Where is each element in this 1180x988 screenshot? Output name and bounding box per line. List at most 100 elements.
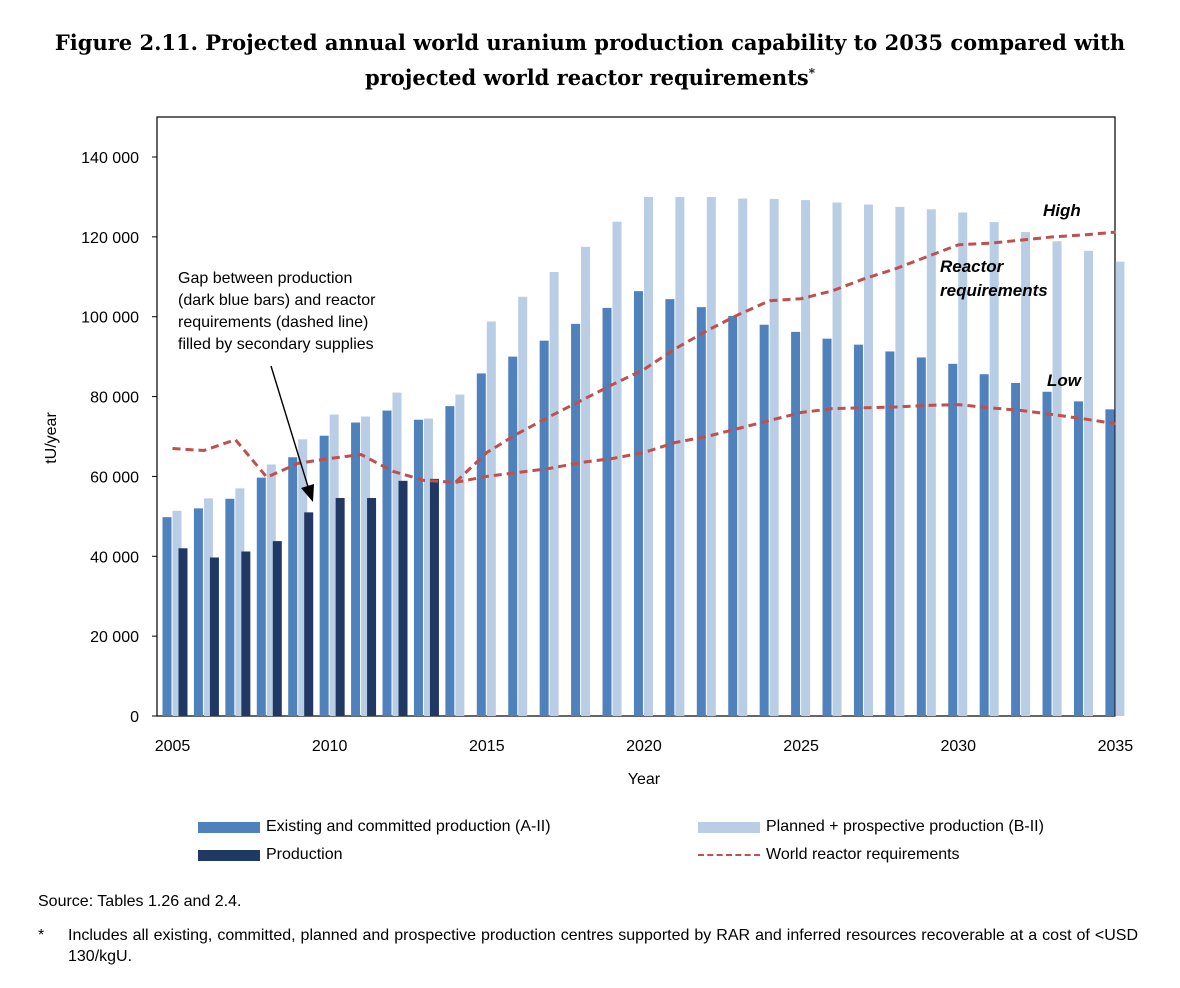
legend-planned-swatch xyxy=(698,821,760,833)
bar-planned xyxy=(298,439,308,716)
bar-existing xyxy=(728,315,738,716)
bar-planned xyxy=(863,204,873,716)
footnote-text: Includes all existing, committed, planne… xyxy=(68,927,1138,965)
y-tick-label: 40 000 xyxy=(90,549,139,566)
bar-planned xyxy=(769,198,779,717)
x-tick-label: 2010 xyxy=(312,738,348,755)
bar-planned xyxy=(392,392,402,716)
bar-existing xyxy=(948,363,958,716)
legend-requirements: World reactor requirements xyxy=(698,846,960,864)
chart-title-line2: projected world reactor requirements xyxy=(364,65,809,90)
chart-title: Figure 2.11. Projected annual world uran… xyxy=(0,28,1180,93)
footnote-mark: * xyxy=(38,927,45,944)
bar-existing xyxy=(539,340,549,716)
reactor-requirements-annotation: Reactor xyxy=(940,257,1005,276)
bar-existing xyxy=(1105,409,1115,716)
bar-planned xyxy=(832,202,842,717)
bar-planned xyxy=(1083,250,1093,716)
legend-production-label: Production xyxy=(266,846,343,863)
reactor-requirements-annotation: requirements xyxy=(940,281,1048,300)
bar-existing xyxy=(1011,382,1021,716)
bar-existing xyxy=(162,517,172,716)
y-tick-label: 80 000 xyxy=(90,390,139,407)
bar-production xyxy=(178,548,188,716)
bar-production xyxy=(272,541,282,716)
legend-production-swatch xyxy=(198,849,260,861)
legend-requirements-label: World reactor requirements xyxy=(766,846,960,863)
bar-planned xyxy=(455,394,465,716)
gap-annotation-line: Gap between production xyxy=(178,270,352,287)
bar-existing xyxy=(853,344,863,716)
x-axis-label: Year xyxy=(628,771,661,788)
gap-annotation-arrow-shaft xyxy=(270,365,310,491)
bar-planned xyxy=(486,321,496,716)
bar-existing xyxy=(476,373,486,716)
y-tick-label: 120 000 xyxy=(81,230,139,247)
bar-existing xyxy=(413,419,423,716)
bar-planned xyxy=(926,209,936,716)
bar-production xyxy=(398,480,408,716)
bar-existing xyxy=(665,299,675,716)
bar-planned xyxy=(1115,261,1125,716)
bar-existing xyxy=(193,508,203,716)
bar-production xyxy=(335,497,345,716)
bar-existing xyxy=(508,356,518,716)
bar-existing xyxy=(759,324,769,716)
source-note: Source: Tables 1.26 and 2.4. xyxy=(38,893,242,910)
x-tick-label: 2025 xyxy=(783,738,819,755)
bar-planned xyxy=(675,196,685,716)
bar-planned xyxy=(203,498,213,716)
y-tick-label: 140 000 xyxy=(81,150,139,167)
bar-planned xyxy=(706,196,716,716)
bar-production xyxy=(367,497,377,716)
legend-planned: Planned + prospective production (B-II) xyxy=(698,818,1044,836)
bar-planned xyxy=(612,221,622,717)
bar-existing xyxy=(288,457,298,716)
legend-planned-label: Planned + prospective production (B-II) xyxy=(766,818,1044,835)
x-tick-label: 2030 xyxy=(940,738,976,755)
bar-production xyxy=(241,551,251,716)
bar-planned xyxy=(361,416,371,716)
bar-existing xyxy=(979,374,989,716)
bar-existing xyxy=(633,291,643,716)
bar-planned xyxy=(423,418,433,716)
y-axis-label: tU/year xyxy=(43,412,60,464)
bar-planned xyxy=(549,271,559,716)
y-tick-label: 60 000 xyxy=(90,469,139,486)
bar-existing xyxy=(382,410,392,716)
x-tick-label: 2035 xyxy=(1098,738,1134,755)
bar-planned xyxy=(1021,232,1031,716)
bar-planned xyxy=(329,414,339,716)
bar-existing xyxy=(696,307,706,716)
bar-planned xyxy=(738,198,748,717)
bar-production xyxy=(209,557,219,716)
bar-existing xyxy=(885,351,895,716)
bar-production xyxy=(304,512,314,716)
bar-existing xyxy=(445,406,455,716)
bar-existing xyxy=(822,338,832,716)
bar-planned xyxy=(1052,241,1062,717)
bar-planned xyxy=(518,296,528,716)
y-tick-label: 100 000 xyxy=(81,310,139,327)
bar-planned xyxy=(801,200,811,716)
bar-existing xyxy=(791,331,801,716)
bar-planned xyxy=(266,464,276,716)
bar-production xyxy=(429,478,439,716)
x-tick-label: 2005 xyxy=(155,738,191,755)
gap-annotation-line: filled by secondary supplies xyxy=(178,336,374,353)
gap-annotation-line: (dark blue bars) and reactor xyxy=(178,292,376,309)
high-annotation: High xyxy=(1043,201,1081,220)
legend-requirements-swatch xyxy=(698,854,760,856)
bar-existing xyxy=(571,323,581,716)
x-tick-label: 2015 xyxy=(469,738,505,755)
bar-existing xyxy=(1073,401,1083,716)
bar-planned xyxy=(172,510,182,716)
bar-existing xyxy=(319,435,329,716)
bar-planned xyxy=(581,246,591,716)
bar-planned xyxy=(958,212,968,716)
chart-title-line1: Figure 2.11. Projected annual world uran… xyxy=(54,30,1126,55)
bar-planned xyxy=(235,488,245,716)
bar-existing xyxy=(351,422,361,716)
legend-production: Production xyxy=(198,846,343,864)
